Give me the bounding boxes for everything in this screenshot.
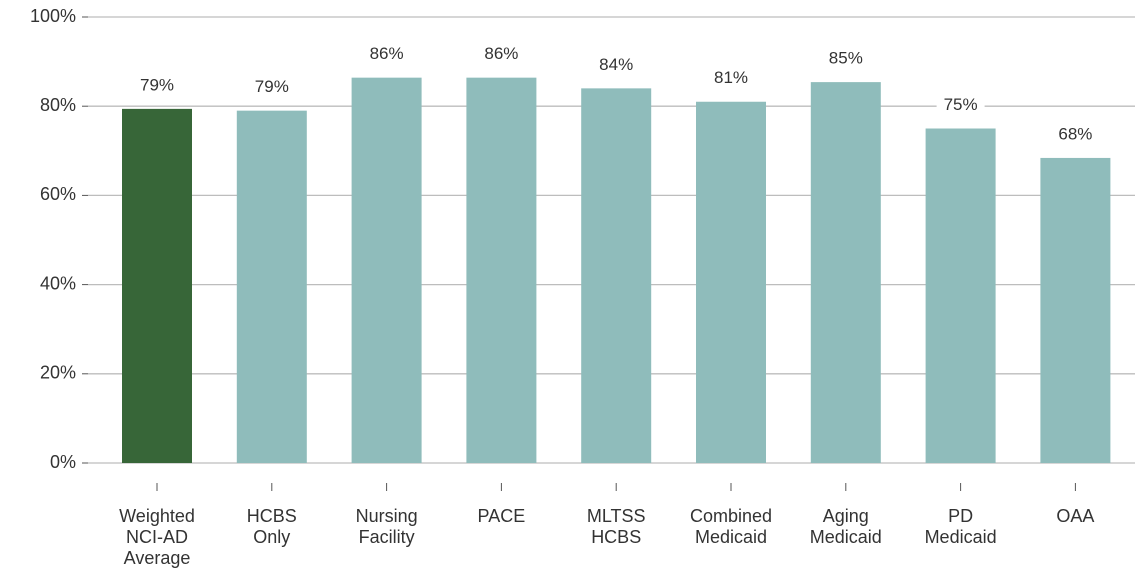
value-label-bg <box>477 43 526 66</box>
bar <box>466 77 537 463</box>
y-tick-label: 80% <box>40 95 76 115</box>
value-label: 86% <box>484 44 518 63</box>
value-label-bg <box>362 43 411 66</box>
value-label: 86% <box>370 44 404 63</box>
x-tick-label: Aging Medicaid <box>810 506 882 547</box>
x-tick-label: Nursing Facility <box>356 506 418 547</box>
x-tick-label: PD Medicaid <box>925 506 997 547</box>
bar <box>581 88 652 464</box>
x-tick-label: Combined Medicaid <box>690 506 772 547</box>
bar <box>810 82 881 463</box>
value-label: 79% <box>140 75 174 94</box>
x-tick-label: HCBS Only <box>247 506 297 547</box>
bar <box>236 110 307 463</box>
bar <box>122 108 192 463</box>
bar <box>351 77 422 463</box>
bar <box>1040 157 1111 463</box>
value-label-bg <box>1051 123 1100 146</box>
value-label-bg <box>707 67 755 90</box>
bar <box>925 128 996 463</box>
value-label-bg <box>133 74 181 97</box>
value-label: 81% <box>714 68 748 87</box>
value-label-bg <box>592 54 641 77</box>
y-tick-label: 60% <box>40 184 76 204</box>
y-tick-label: 20% <box>40 363 76 383</box>
y-tick-label: 100% <box>30 6 76 26</box>
y-tick-label: 40% <box>40 273 76 293</box>
x-tick-label: MLTSS HCBS <box>587 506 646 547</box>
value-label-bg <box>936 94 985 117</box>
value-label-bg <box>247 76 296 99</box>
value-label-bg <box>821 48 870 71</box>
value-label: 84% <box>599 55 633 74</box>
x-tick-label: PACE <box>478 506 526 526</box>
x-tick-label: OAA <box>1056 506 1094 526</box>
value-label: 85% <box>829 49 863 68</box>
y-tick-label: 0% <box>50 452 76 472</box>
value-label: 68% <box>1058 124 1092 143</box>
value-label: 75% <box>944 95 978 114</box>
value-label: 79% <box>255 77 289 96</box>
bar <box>696 101 766 464</box>
x-tick-label: Weighted NCI-AD Average <box>119 506 195 568</box>
